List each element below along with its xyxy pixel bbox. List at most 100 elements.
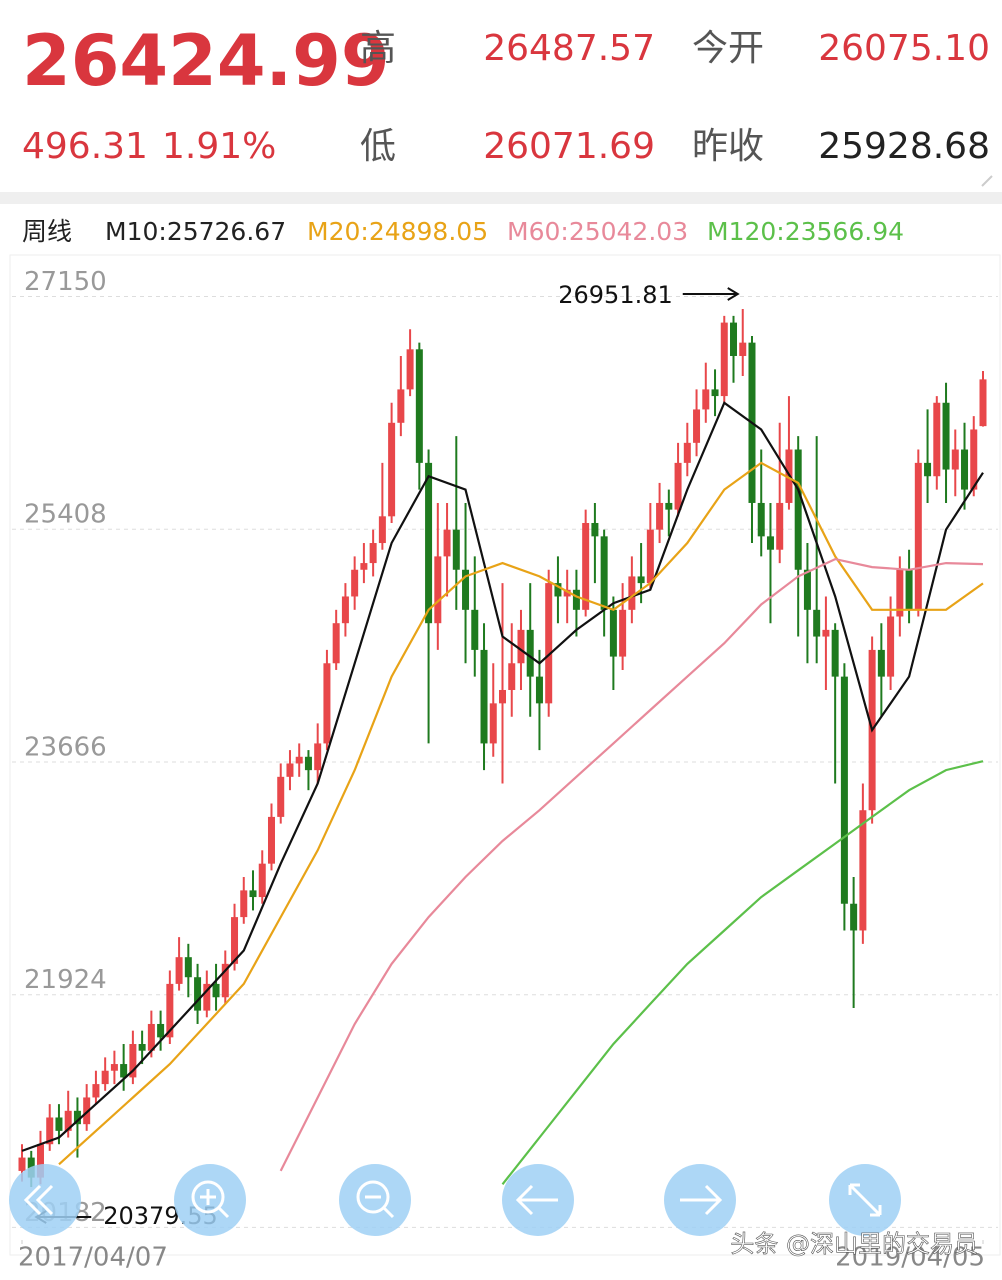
low-label: 低 — [360, 126, 396, 167]
candle-body — [591, 522, 599, 537]
max-arrow — [682, 287, 740, 301]
y-tick-label: 27150 — [24, 267, 107, 297]
plot: M10:25726.67 M20:24898.05 M60:25042.03 M120… — [12, 217, 998, 1273]
button-zoom-in[interactable] — [174, 1164, 246, 1236]
candle-body — [434, 556, 442, 624]
x-tick-label: 2017/04/07 — [18, 1243, 168, 1273]
candle-body — [277, 776, 285, 817]
legend-name: M60: — [507, 217, 569, 246]
legend-entry: M20:24898.05 — [307, 217, 488, 246]
candle-body — [388, 422, 396, 517]
candle-body — [619, 609, 627, 657]
candle-body — [332, 623, 340, 664]
candle-body — [646, 529, 654, 584]
candle-body — [443, 529, 451, 557]
candle-body — [175, 957, 183, 984]
icon — [515, 1184, 558, 1216]
open-label: 今开 — [692, 28, 764, 69]
candle-body — [776, 502, 784, 550]
legend-value: 24898.05 — [369, 217, 488, 246]
candle-body — [766, 536, 774, 550]
candle-body — [221, 963, 229, 998]
separator — [0, 192, 1002, 204]
candle-body — [730, 322, 738, 356]
icon — [680, 1184, 723, 1216]
candle-body — [231, 917, 239, 964]
candle-body — [961, 449, 969, 490]
candle-body — [933, 402, 941, 477]
candle-body — [813, 609, 821, 637]
candle-body — [415, 349, 423, 463]
candle-body — [64, 1110, 72, 1131]
candle-body — [471, 609, 479, 650]
candle-body — [526, 629, 534, 677]
max-label: 26951.81 — [558, 281, 673, 309]
ma-line — [279, 557, 984, 1172]
candle-body — [138, 1044, 146, 1051]
candle-body — [803, 569, 811, 610]
button-first[interactable] — [9, 1164, 81, 1236]
candle-body — [757, 502, 765, 537]
candle-body — [887, 616, 895, 677]
candle-body — [600, 536, 608, 610]
icon — [365, 1195, 395, 1219]
legend-name: M10: — [105, 217, 167, 246]
candle-body — [545, 583, 553, 704]
legend-value: 25042.03 — [569, 217, 688, 246]
candle-body — [323, 663, 331, 744]
candle-body — [157, 1023, 165, 1038]
candle-body — [194, 977, 202, 1011]
legend-value: 23566.94 — [785, 217, 904, 246]
candle-body — [979, 379, 987, 427]
icon — [23, 1184, 54, 1216]
candle-body — [147, 1023, 155, 1051]
button-zoom-out[interactable] — [339, 1164, 411, 1236]
candle-body — [794, 449, 802, 570]
candle-body — [295, 756, 303, 764]
candle-body — [397, 389, 405, 423]
candle-body — [480, 649, 488, 744]
ma-line — [21, 401, 984, 1152]
candle-body — [711, 389, 719, 397]
high-label: 高 — [360, 28, 396, 69]
candle-body — [203, 983, 211, 1011]
low-value: 26071.69 — [483, 126, 655, 167]
resize-hint — [981, 175, 993, 187]
legend-entry: M120:23566.94 — [707, 217, 904, 246]
change-percent: 1.91% — [162, 126, 276, 167]
candle-body — [914, 462, 922, 610]
candle-body — [369, 543, 377, 564]
candle-body — [129, 1044, 137, 1078]
candle-body — [36, 1144, 44, 1178]
candle-body — [341, 596, 349, 624]
candle-body — [267, 816, 275, 864]
candle-body — [693, 409, 701, 443]
candle-body — [840, 676, 848, 904]
candle-body — [212, 983, 220, 998]
candle-body — [951, 449, 959, 470]
candle-body — [535, 676, 543, 704]
candle-body — [970, 429, 978, 490]
candle-body — [489, 703, 497, 744]
ma-line — [58, 461, 984, 1166]
candle-body — [92, 1084, 100, 1098]
icon — [200, 1189, 230, 1219]
legend-entry: M60:25042.03 — [507, 217, 688, 246]
ma-line — [501, 760, 984, 1185]
y-tick-label: 23666 — [24, 732, 107, 762]
prev-close-value: 25928.68 — [818, 126, 990, 167]
candle-body — [859, 810, 867, 931]
watermark: 头条 @深山里的交易员 — [730, 1230, 978, 1258]
candle-body — [517, 629, 525, 664]
candle-body — [378, 516, 386, 544]
legend-name: M120: — [707, 217, 785, 246]
period-label: 周线 — [22, 217, 72, 246]
x-tick-label: 2019/04/05 — [835, 1243, 985, 1273]
candle-body — [942, 402, 950, 470]
y-tick-label: 25408 — [24, 500, 107, 530]
prev-label: 昨收 — [692, 126, 764, 167]
candle-body — [896, 569, 904, 617]
candle-body — [360, 563, 368, 570]
high-value: 26487.57 — [483, 28, 655, 69]
open-value: 26075.10 — [818, 28, 990, 69]
